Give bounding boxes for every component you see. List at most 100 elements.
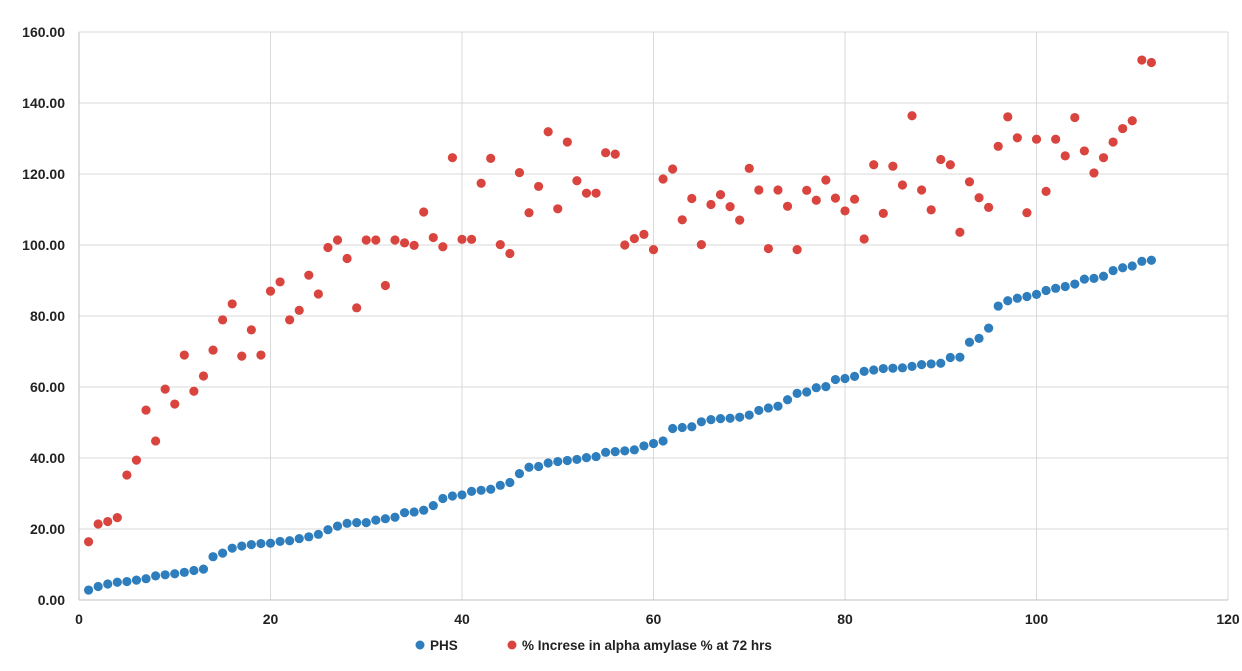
data-point: [601, 148, 611, 158]
data-point: [821, 175, 831, 185]
data-point: [1118, 263, 1128, 273]
y-tick-label: 60.00: [30, 379, 65, 395]
data-point: [103, 516, 113, 527]
data-point: [447, 491, 458, 501]
data-point: [1041, 186, 1051, 196]
data-point: [936, 154, 946, 165]
data-point: [677, 422, 687, 433]
data-point: [466, 234, 477, 244]
data-point: [486, 484, 496, 494]
data-point: [543, 127, 553, 137]
data-point: [285, 536, 295, 546]
data-point: [859, 366, 869, 376]
data-point: [265, 286, 276, 296]
data-point: [122, 470, 132, 480]
data-point: [83, 585, 94, 595]
data-point: [208, 345, 218, 355]
data-point: [93, 581, 103, 592]
data-point: [419, 207, 429, 217]
data-point: [725, 202, 735, 212]
data-point: [543, 458, 553, 468]
data-point: [1003, 112, 1013, 122]
data-point: [687, 422, 697, 432]
data-point: [409, 240, 419, 250]
data-point: [763, 243, 774, 254]
data-point: [524, 462, 534, 472]
data-point: [1108, 265, 1118, 276]
data-point: [313, 289, 323, 299]
data-point: [189, 565, 199, 576]
data-point: [514, 167, 525, 178]
y-tick-label: 100.00: [22, 237, 65, 253]
data-point: [179, 350, 189, 360]
data-point: [610, 149, 620, 159]
y-tick-label: 40.00: [30, 450, 65, 466]
data-point: [285, 315, 295, 325]
data-point: [380, 514, 390, 524]
axes: 0.00 20.00 40.00 60.00 80.00 100.00 120.00 140.…: [22, 24, 1240, 627]
data-point: [553, 456, 563, 467]
data-point: [974, 193, 984, 203]
y-tick-label: 20.00: [30, 521, 65, 537]
data-point: [304, 532, 314, 542]
legend-marker: [415, 640, 425, 650]
data-point: [648, 438, 659, 449]
data-point: [112, 577, 122, 587]
data-point: [1070, 112, 1080, 123]
data-point: [639, 441, 649, 451]
data-point: [744, 163, 754, 173]
data-point: [591, 451, 601, 462]
data-point: [735, 215, 745, 225]
data-point: [265, 538, 276, 548]
data-point: [1098, 153, 1109, 163]
data-point: [907, 361, 917, 372]
data-point: [964, 177, 975, 187]
data-point: [237, 541, 247, 551]
data-point: [246, 540, 256, 550]
data-point: [821, 382, 831, 392]
data-point: [658, 174, 668, 184]
data-point: [668, 423, 678, 434]
data-point: [380, 280, 390, 291]
data-point: [782, 201, 793, 211]
data-point: [160, 384, 170, 394]
data-point: [428, 500, 438, 511]
x-tick-label: 100: [1025, 611, 1049, 627]
data-point: [1079, 146, 1089, 156]
series-1: [83, 55, 1156, 547]
data-point: [869, 160, 879, 170]
x-tick-label: 40: [454, 611, 470, 627]
data-point: [773, 185, 783, 195]
data-point: [170, 399, 180, 409]
data-point: [955, 352, 965, 362]
data-point: [706, 415, 716, 425]
data-point: [735, 412, 745, 422]
data-point: [428, 232, 438, 243]
data-point: [1022, 291, 1032, 302]
data-point: [610, 447, 620, 457]
data-point: [897, 363, 908, 373]
data-point: [907, 111, 917, 121]
data-point: [687, 193, 697, 204]
data-point: [601, 447, 611, 457]
y-tick-label: 120.00: [22, 166, 65, 182]
data-point: [945, 160, 955, 170]
data-point: [371, 235, 381, 245]
data-point: [706, 199, 716, 210]
data-point: [964, 337, 975, 347]
y-tick-label: 140.00: [22, 95, 65, 111]
y-tick-label: 80.00: [30, 308, 65, 324]
data-point: [993, 301, 1003, 311]
data-point: [409, 507, 419, 517]
data-point: [830, 374, 841, 385]
data-point: [457, 234, 467, 244]
data-point: [1118, 123, 1128, 134]
data-point: [371, 515, 381, 525]
data-point: [466, 486, 477, 496]
data-point: [754, 405, 764, 416]
legend: PHS % Increse in alpha amylase % at 72 hr…: [415, 638, 772, 653]
data-point: [1070, 279, 1080, 289]
